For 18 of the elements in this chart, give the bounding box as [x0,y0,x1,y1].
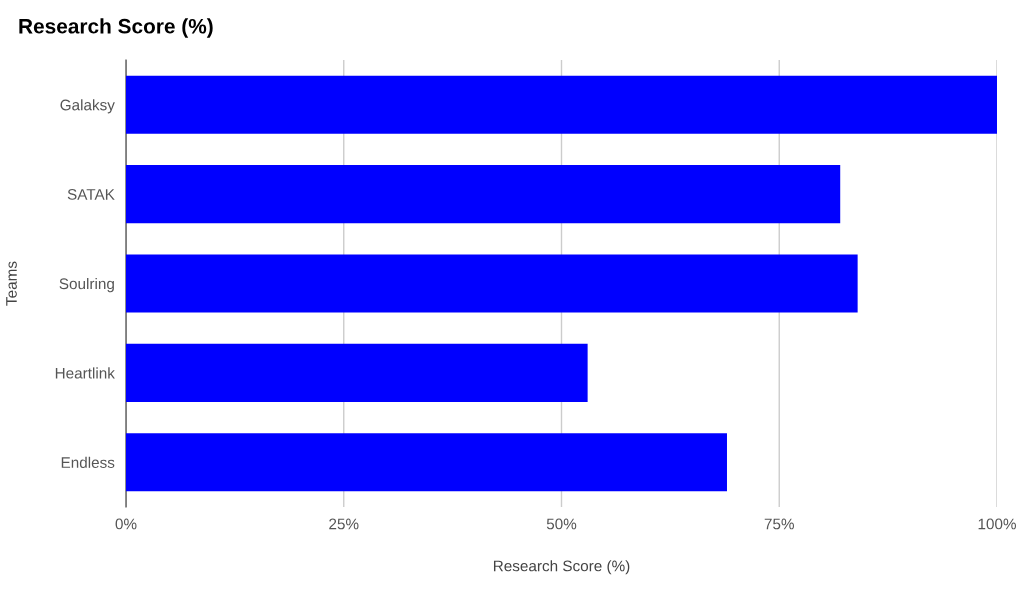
bar [126,254,858,313]
y-tick-label: Heartlink [55,367,115,379]
x-tick-label: 100% [978,518,1016,530]
x-tick-label: 0% [115,518,137,530]
y-tick-label: Soulring [59,277,114,293]
bar [126,165,841,224]
bar [126,433,727,492]
y-axis-title: Teams [6,261,17,306]
x-tick-label: 50% [546,518,577,530]
x-tick-label: 25% [329,518,359,530]
x-axis-title: Research Score (%) [493,560,630,575]
y-tick-label: SATAK [67,188,115,200]
chart-title: Research Score (%) [19,18,213,38]
y-tick-label: Endless [61,456,115,468]
bar [126,75,997,134]
x-tick-label: 75% [764,518,794,530]
y-tick-label: Galaksy [60,99,115,114]
bar [126,343,588,402]
